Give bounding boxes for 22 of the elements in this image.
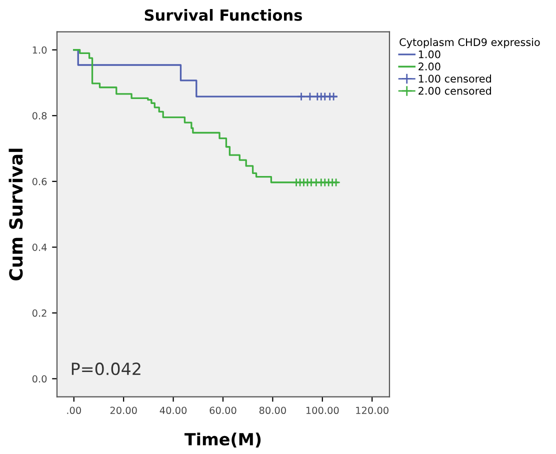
x-tick-label: 100.00 bbox=[306, 406, 339, 414]
x-axis-title: Time(M) bbox=[184, 432, 261, 448]
annotation: P=0.042 bbox=[72, 362, 140, 376]
legend-label: 2.00 bbox=[418, 62, 440, 70]
x-tick-label: 20.00 bbox=[110, 406, 137, 414]
x-tick-label: 80.00 bbox=[259, 406, 286, 414]
legend-label: 1.00 bbox=[418, 50, 440, 58]
legend-label: 2.00 censored bbox=[418, 86, 491, 95]
legend-label: 1.00 censored bbox=[418, 74, 491, 83]
y-tick-label: 0.4 bbox=[32, 244, 47, 252]
x-tick-label: 40.00 bbox=[160, 406, 187, 414]
y-tick-label: 0.6 bbox=[32, 178, 47, 186]
y-tick-label: 0.2 bbox=[32, 309, 46, 317]
x-tick-label: 120.00 bbox=[356, 406, 388, 414]
y-axis-title: Cum Survival bbox=[8, 148, 23, 280]
x-tick-label: 60.00 bbox=[210, 406, 236, 414]
y-tick-label: 0.8 bbox=[32, 112, 47, 120]
y-tick-label: 1.0 bbox=[32, 46, 47, 54]
x-tick-label: .00 bbox=[67, 406, 81, 414]
y-tick-label: 0.0 bbox=[32, 375, 47, 383]
legend-title: Cytoplasm CHD9 expressio bbox=[400, 38, 540, 48]
chart-title: Survival Functions bbox=[144, 9, 302, 21]
